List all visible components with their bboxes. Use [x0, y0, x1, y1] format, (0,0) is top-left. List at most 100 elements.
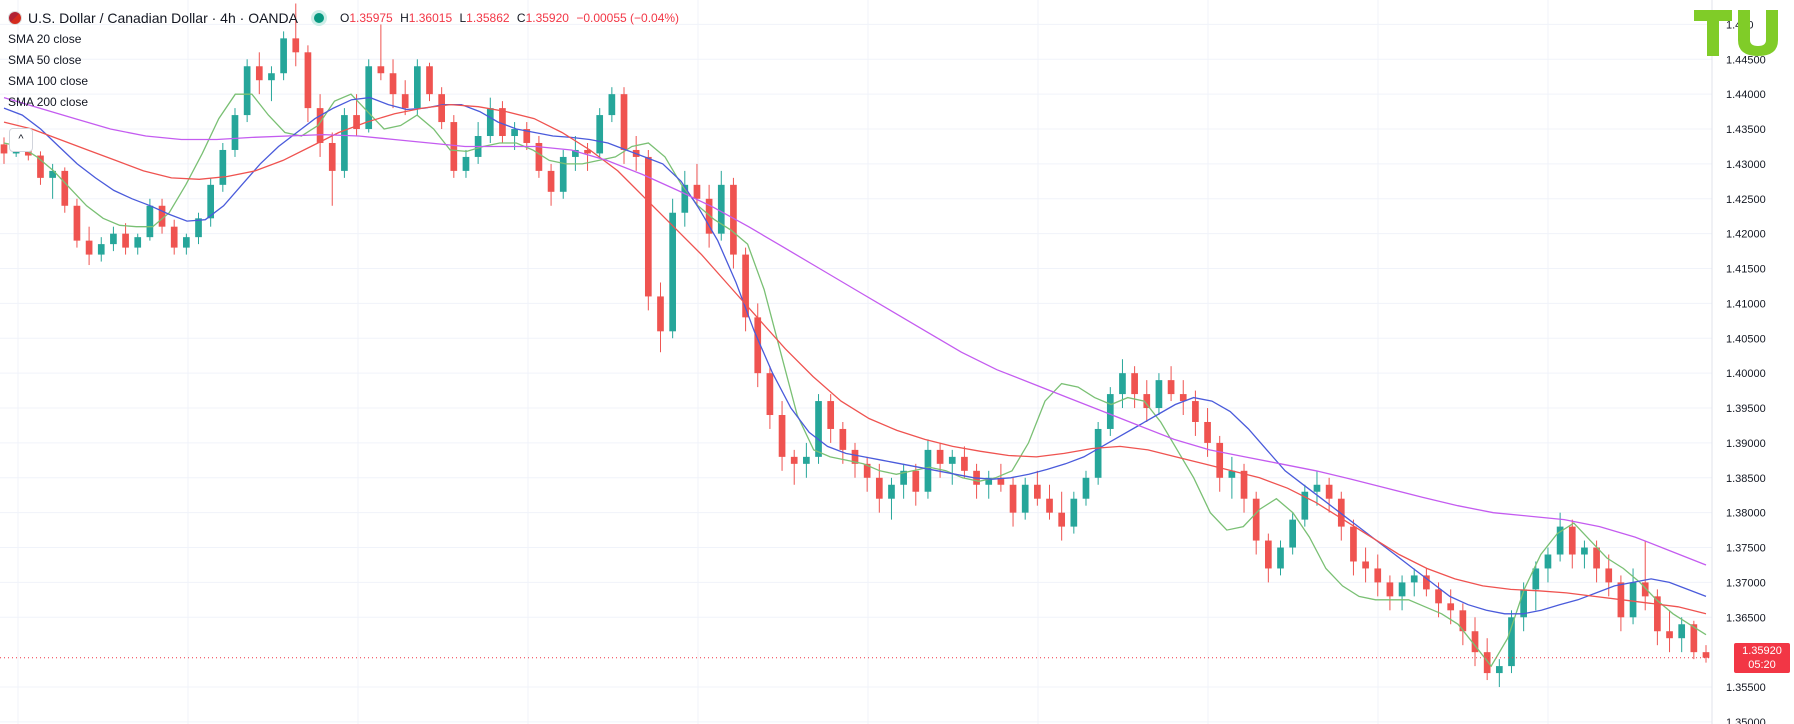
- candle: [183, 233, 190, 255]
- candle: [1702, 645, 1710, 663]
- candle-body: [644, 156, 652, 297]
- candle-body: [1046, 498, 1053, 513]
- y-tick-label: 1.43500: [1726, 124, 1766, 136]
- candle-body: [146, 205, 154, 238]
- change-value: −0.00055 (−0.04%): [576, 11, 680, 25]
- candle-body: [669, 212, 676, 332]
- candle: [1070, 491, 1078, 534]
- candle-body: [1605, 568, 1613, 583]
- candle-body: [1252, 498, 1260, 541]
- candle-body: [61, 170, 69, 206]
- y-tick-label: 1.44000: [1726, 89, 1766, 101]
- collapse-legend-button[interactable]: ^: [9, 128, 33, 152]
- candle: [413, 59, 421, 116]
- candle: [316, 94, 324, 157]
- candle-body: [888, 484, 895, 499]
- candle: [304, 45, 312, 123]
- candle: [1046, 484, 1053, 520]
- candle: [997, 463, 1005, 492]
- candle-body: [1362, 561, 1369, 569]
- candle: [1167, 366, 1175, 402]
- candle-body: [401, 94, 409, 109]
- candle-body: [985, 477, 993, 485]
- candle: [608, 87, 616, 123]
- candle: [717, 170, 725, 241]
- candle: [1106, 387, 1114, 436]
- sma-line-1: [3, 96, 1707, 615]
- indicator-sma200[interactable]: SMA 200 close: [8, 90, 679, 114]
- y-tick-label: 1.37000: [1726, 577, 1766, 589]
- candle: [450, 115, 458, 178]
- y-tick-label: 1.43000: [1726, 159, 1766, 171]
- candle-body: [1325, 484, 1333, 499]
- candle: [1094, 421, 1102, 485]
- candle: [875, 463, 883, 513]
- candle: [596, 108, 604, 157]
- candle-body: [1483, 652, 1491, 674]
- candle: [426, 62, 433, 102]
- symbol-row[interactable]: U.S. Dollar / Canadian Dollar · 4h · OAN…: [8, 9, 679, 27]
- tradingview-logo-icon[interactable]: [1694, 10, 1782, 56]
- indicator-name: SMA: [8, 32, 34, 46]
- candle-body: [292, 38, 300, 53]
- candle: [863, 456, 871, 492]
- candle-body: [304, 52, 312, 109]
- last-price-value: 1.35920: [1742, 644, 1782, 657]
- symbol-title[interactable]: U.S. Dollar / Canadian Dollar · 4h · OAN…: [28, 10, 298, 26]
- candle-body: [596, 115, 604, 154]
- indicator-param: 200 close: [36, 95, 89, 109]
- sma-line-3: [3, 96, 1707, 566]
- candle-body: [438, 94, 446, 123]
- candle: [1277, 540, 1284, 576]
- candle: [1629, 568, 1637, 625]
- candle-body: [49, 170, 56, 178]
- candle-body: [486, 108, 494, 137]
- candle-body: [1690, 624, 1698, 653]
- candle-body: [717, 184, 725, 234]
- candle-body: [1228, 470, 1236, 478]
- price-axis[interactable]: 1.35000 1.35500 1.36500 1.37000 1.37500 1.380…: [1711, 0, 1766, 724]
- y-tick-label: 1.44500: [1726, 54, 1766, 66]
- candle: [353, 94, 360, 137]
- sma-line-0: [3, 93, 1707, 668]
- candle: [243, 59, 251, 123]
- candle-body: [1508, 617, 1515, 667]
- candle-body: [1641, 582, 1649, 597]
- candle-body: [1119, 373, 1126, 395]
- y-tick-label: 1.41000: [1726, 298, 1766, 310]
- currency-flag-icon: [8, 11, 22, 25]
- candle: [1666, 610, 1673, 653]
- indicator-sma100[interactable]: SMA 100 close: [8, 69, 679, 93]
- candle-body: [1277, 547, 1284, 569]
- candle: [985, 470, 993, 499]
- candle-body: [1313, 484, 1321, 492]
- candle: [547, 163, 555, 206]
- candle-body: [948, 456, 956, 464]
- candle: [1447, 589, 1455, 625]
- candle: [280, 31, 287, 81]
- candle-body: [1131, 373, 1138, 395]
- candle: [389, 59, 397, 109]
- candle: [730, 177, 737, 269]
- market-status-icon[interactable]: [314, 13, 324, 23]
- candle: [1581, 540, 1588, 569]
- indicator-sma50[interactable]: SMA 50 close: [8, 48, 679, 72]
- candle-body: [1654, 596, 1661, 632]
- candle: [1350, 519, 1357, 576]
- close-value: 1.35920: [525, 11, 569, 25]
- candle: [1240, 463, 1248, 513]
- candle: [936, 442, 944, 478]
- candle-body: [815, 401, 822, 457]
- candle: [1508, 610, 1515, 674]
- candle-body: [620, 94, 628, 150]
- candle: [231, 108, 239, 157]
- candle-body: [462, 156, 470, 171]
- indicator-sma20[interactable]: SMA 20 close: [8, 27, 679, 51]
- candle: [961, 446, 968, 478]
- candle: [948, 449, 956, 485]
- candle-body: [1155, 380, 1163, 409]
- candle: [1301, 484, 1309, 527]
- candle-body: [1593, 547, 1600, 569]
- candle: [827, 394, 835, 443]
